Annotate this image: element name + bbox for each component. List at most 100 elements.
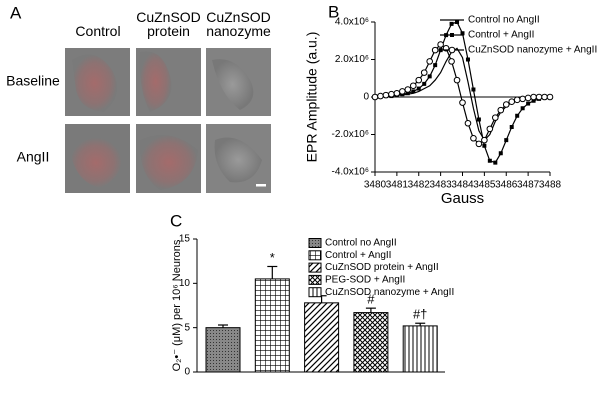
cell bbox=[139, 134, 198, 190]
point bbox=[471, 87, 476, 92]
point bbox=[393, 89, 401, 97]
panel-label: C bbox=[170, 211, 182, 230]
point bbox=[405, 91, 410, 96]
row-label: AngII bbox=[17, 149, 50, 165]
bar bbox=[402, 325, 438, 373]
point bbox=[411, 89, 416, 94]
point bbox=[487, 158, 492, 163]
legend-marker bbox=[450, 33, 454, 37]
panel-label: A bbox=[10, 3, 22, 22]
point bbox=[416, 86, 421, 91]
legend-swatch bbox=[308, 287, 322, 298]
column-label: Control bbox=[75, 23, 121, 39]
point bbox=[448, 58, 455, 65]
legend-label: Control + AngII bbox=[468, 30, 534, 41]
legend-label: Control no AngII bbox=[468, 15, 540, 26]
point bbox=[482, 143, 487, 148]
point bbox=[455, 20, 460, 24]
point bbox=[420, 69, 428, 76]
cell bbox=[72, 54, 117, 112]
x-tick-label: 3484 bbox=[451, 180, 474, 191]
point bbox=[415, 76, 423, 84]
y-tick-label: 5 bbox=[184, 322, 190, 333]
y-tick-label: -2.0x10⁶ bbox=[332, 129, 369, 140]
x-tick-label: 3481 bbox=[386, 180, 409, 191]
point bbox=[382, 91, 390, 99]
legend-label: CuZnSOD nanozyme + AngII bbox=[468, 45, 597, 56]
point bbox=[498, 151, 503, 156]
point bbox=[399, 88, 406, 95]
y-axis-label: O₂•⁻ (μM) per 10⁶ Neurons bbox=[171, 239, 183, 371]
point bbox=[520, 106, 525, 111]
scale-bar bbox=[256, 184, 266, 187]
bar bbox=[353, 312, 389, 373]
x-tick-label: 3485 bbox=[473, 180, 496, 191]
point bbox=[422, 81, 427, 86]
point bbox=[460, 31, 465, 36]
point bbox=[541, 93, 548, 101]
x-axis-label: Gauss bbox=[441, 190, 484, 207]
y-tick-label: 15 bbox=[179, 234, 191, 245]
point bbox=[486, 125, 494, 133]
legend-marker bbox=[448, 46, 456, 54]
row-label: Baseline bbox=[6, 73, 60, 89]
legend-label: Control no AngII bbox=[325, 238, 397, 249]
column-label: CuZnSOD protein bbox=[136, 9, 201, 39]
point bbox=[497, 106, 505, 114]
point bbox=[508, 98, 516, 105]
cell bbox=[212, 59, 254, 110]
point bbox=[404, 86, 412, 93]
x-tick-label: 3480 bbox=[364, 180, 387, 191]
panel-label: B bbox=[328, 2, 339, 21]
column-label: CuZnSOD nanozyme bbox=[206, 9, 271, 39]
point bbox=[426, 58, 433, 65]
point bbox=[492, 114, 499, 121]
y-tick-label: 2.0x10⁶ bbox=[335, 54, 369, 65]
legend-label: CuZnSOD protein + AngII bbox=[325, 262, 439, 273]
x-tick-label: 3483 bbox=[430, 180, 453, 191]
bar bbox=[254, 278, 290, 373]
cell bbox=[139, 51, 172, 112]
y-tick-label: 0 bbox=[184, 367, 190, 378]
point bbox=[519, 95, 526, 103]
point bbox=[531, 98, 536, 103]
point bbox=[464, 119, 472, 127]
point bbox=[453, 76, 461, 84]
point bbox=[493, 160, 498, 165]
y-tick-label: 10 bbox=[179, 278, 191, 289]
point bbox=[371, 93, 379, 101]
point bbox=[449, 21, 454, 26]
x-tick-label: 3487 bbox=[517, 180, 540, 191]
annotation: * bbox=[270, 250, 275, 265]
point bbox=[388, 90, 395, 98]
point bbox=[433, 63, 438, 68]
point bbox=[465, 57, 470, 62]
annotation: # bbox=[367, 292, 375, 307]
legend-swatch bbox=[308, 238, 322, 248]
point bbox=[459, 99, 466, 106]
point bbox=[470, 134, 477, 142]
point bbox=[524, 94, 532, 102]
point bbox=[535, 93, 543, 101]
cell bbox=[70, 137, 122, 188]
annotation: #† bbox=[413, 307, 427, 322]
point bbox=[431, 46, 439, 54]
point bbox=[437, 41, 444, 48]
point bbox=[530, 93, 537, 101]
point bbox=[377, 92, 384, 100]
point bbox=[526, 101, 531, 106]
cell bbox=[214, 137, 262, 183]
legend-label: PEG-SOD + AngII bbox=[325, 275, 405, 286]
y-tick-label: 0 bbox=[363, 92, 369, 103]
point bbox=[546, 93, 554, 101]
y-axis-label: EPR Amplitude (a.u.) bbox=[304, 32, 320, 163]
point bbox=[476, 117, 481, 122]
y-tick-label: 4.0x10⁶ bbox=[335, 17, 369, 28]
point bbox=[481, 136, 488, 144]
legend-label: Control + AngII bbox=[325, 250, 391, 261]
legend-swatch bbox=[308, 262, 322, 273]
point bbox=[475, 140, 483, 148]
x-tick-label: 3488 bbox=[539, 180, 562, 191]
